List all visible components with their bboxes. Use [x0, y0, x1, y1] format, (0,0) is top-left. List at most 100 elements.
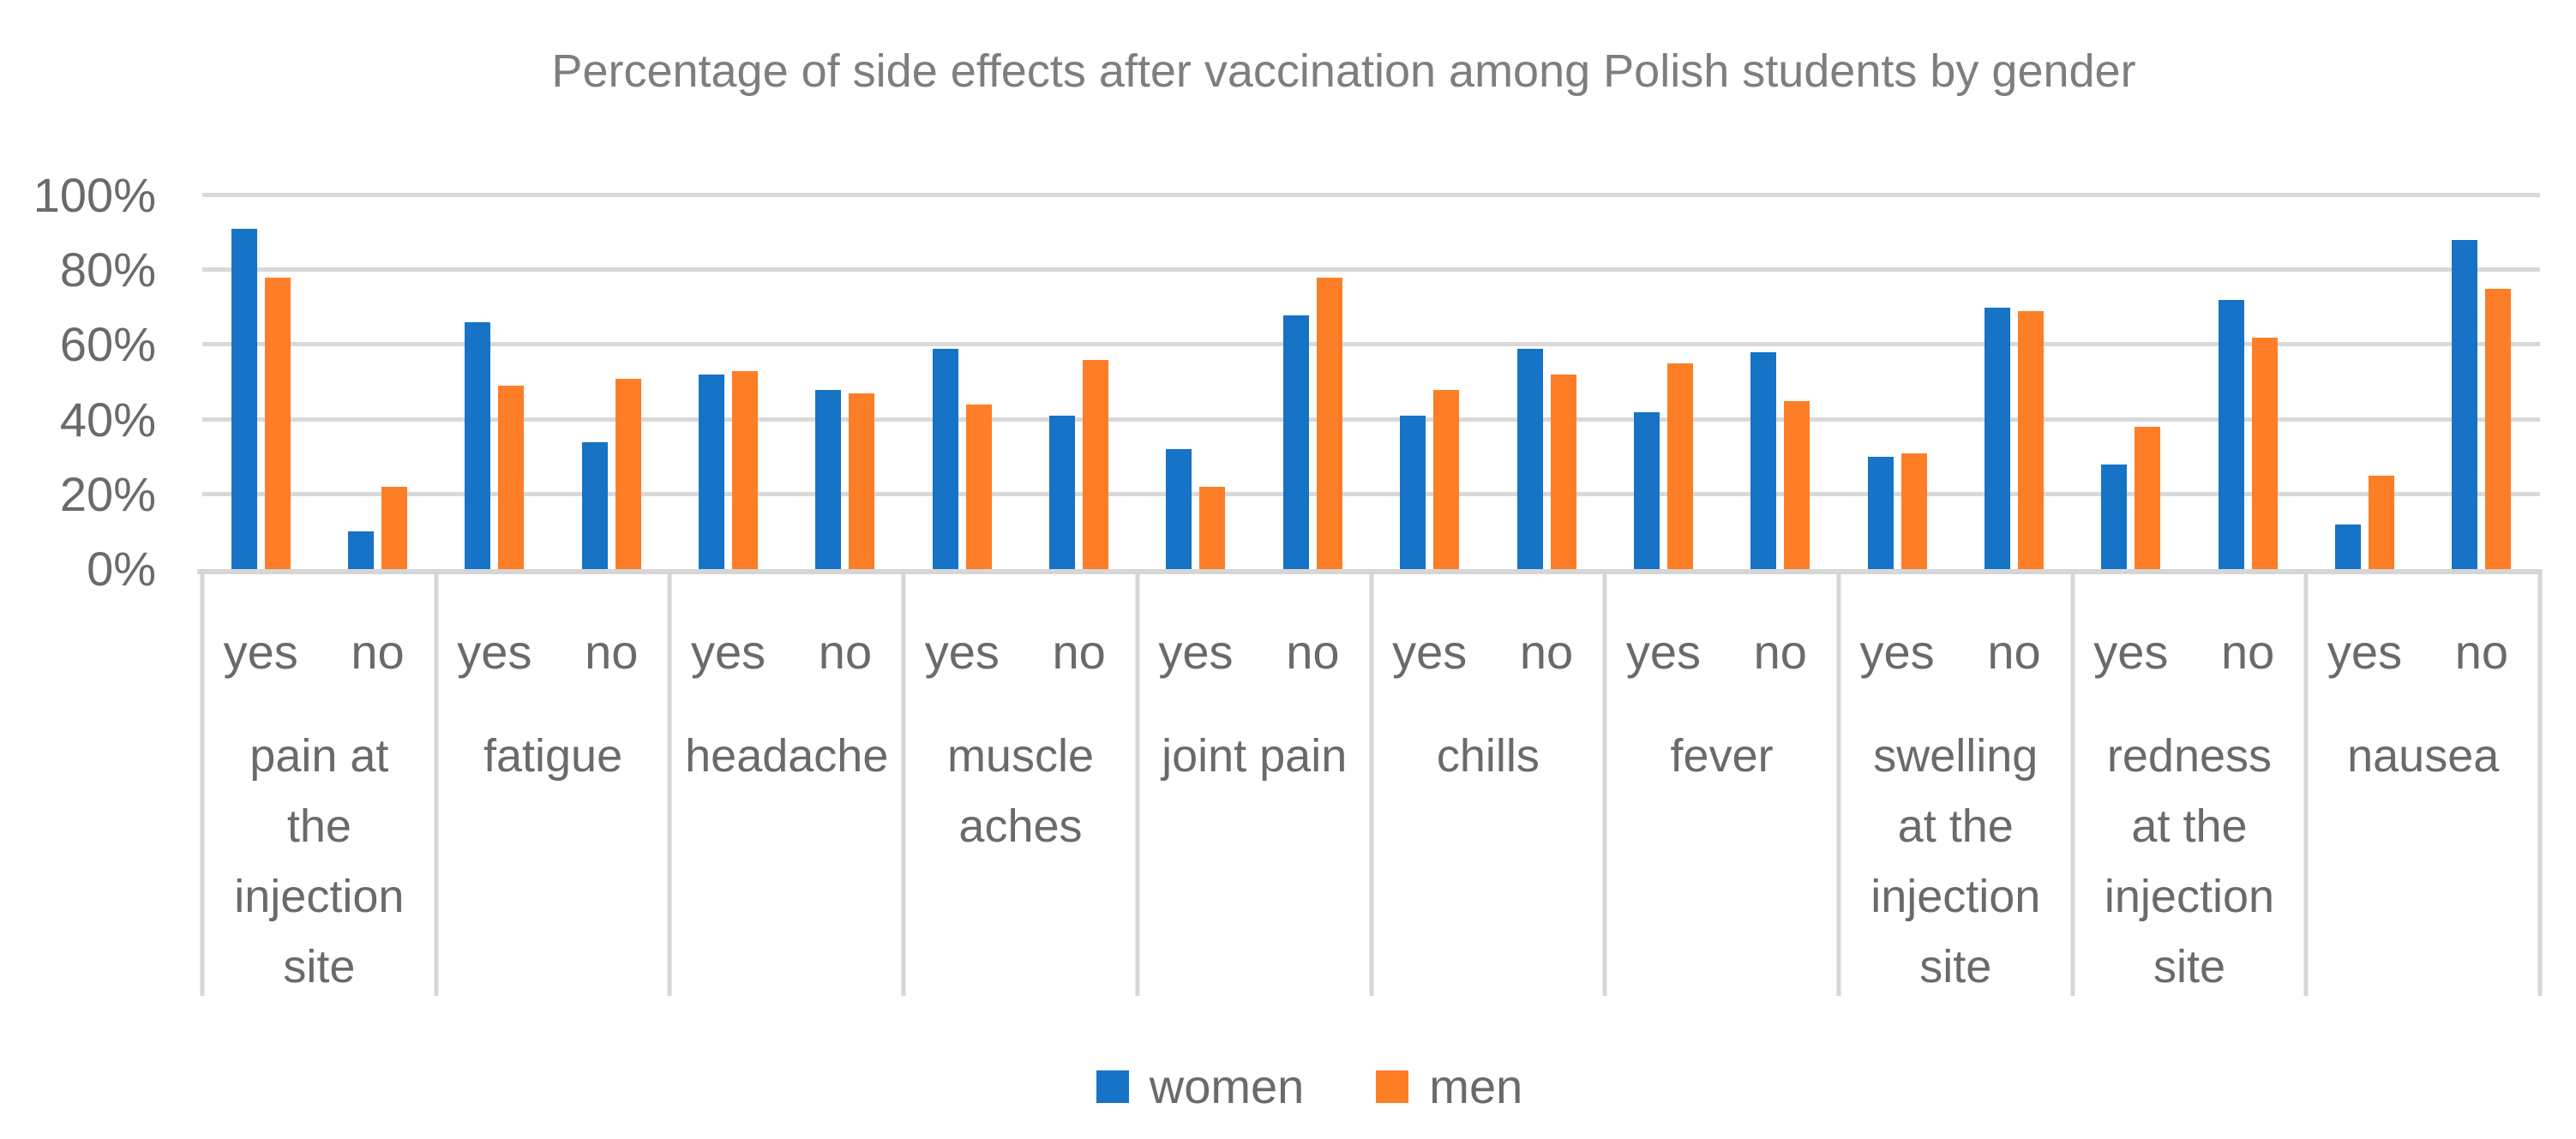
bar-slot-chills-yes: [1372, 195, 1488, 569]
bar-women-pain-at-the-injection-site-yes: [231, 229, 257, 569]
bar-women-fatigue-yes: [465, 322, 491, 569]
gridline-80: [202, 267, 2540, 273]
category-divider-5: [1369, 569, 1373, 996]
bar-men-redness-at-the-injection-site-no: [2251, 337, 2278, 569]
gridline-40: [202, 417, 2540, 422]
subcat-cell-fever: yes no: [1605, 600, 1839, 703]
legend-item-men: men: [1376, 1063, 1522, 1111]
category-label-redness-at-the-injection-site: redness at the injection site: [2104, 730, 2275, 992]
bar-women-redness-at-the-injection-site-yes: [2101, 464, 2128, 569]
subcat-label-fatigue-no: no: [585, 624, 639, 679]
subcat-label-swelling-at-the-injection-site-yes: yes: [1859, 624, 1935, 679]
bar-men-pain-at-the-injection-site-no: [381, 487, 408, 569]
subcat-label-joint-pain-no: no: [1286, 624, 1340, 679]
subcat-label-muscle-aches-no: no: [1052, 624, 1106, 679]
bar-men-joint-pain-no: [1316, 277, 1342, 569]
bar-men-pain-at-the-injection-site-yes: [264, 277, 291, 569]
subcat-label-pain-at-the-injection-site-yes: yes: [223, 624, 298, 679]
bar-men-nausea-yes: [2369, 476, 2394, 569]
subcat-label-nausea-yes: yes: [2327, 624, 2403, 679]
bar-men-joint-pain-yes: [1199, 487, 1226, 569]
bar-men-headache-no: [849, 393, 875, 569]
y-tick-label-80: 80%: [59, 243, 156, 297]
subcat-cell-pain-at-the-injection-site: yes no: [202, 600, 436, 703]
subcat-label-fatigue-yes: yes: [457, 624, 532, 679]
bar-slot-muscle-aches-no: [1020, 195, 1137, 569]
legend-swatch-men: [1376, 1070, 1409, 1103]
subcat-cell-chills: yes no: [1372, 600, 1606, 703]
category-divider-7: [1836, 569, 1841, 996]
bar-men-chills-yes: [1433, 389, 1460, 569]
subcategory-label-row: yes no yes no yes no yes no yes no yes no yes no yes no…: [202, 600, 2540, 703]
bar-women-nausea-yes: [2335, 524, 2361, 569]
subcat-label-redness-at-the-injection-site-yes: yes: [2093, 624, 2169, 679]
category-label-nausea: nausea: [2347, 730, 2500, 782]
bar-women-redness-at-the-injection-site-no: [2218, 300, 2244, 569]
category-divider-8: [2070, 569, 2075, 996]
category-divider-2: [667, 569, 672, 996]
bar-slot-nausea-no: [2423, 195, 2540, 569]
subcat-label-headache-no: no: [818, 624, 873, 679]
bar-group-muscle-aches: [904, 195, 1138, 569]
bar-women-pain-at-the-injection-site-no: [348, 531, 375, 569]
category-label-chills: chills: [1436, 730, 1540, 782]
bar-men-muscle-aches-no: [1083, 359, 1109, 569]
gridline-100: [202, 193, 2540, 197]
category-divider-9: [2303, 569, 2309, 996]
category-divider-10: [2537, 569, 2543, 996]
subcat-label-headache-yes: yes: [691, 624, 766, 679]
bar-group-nausea: [2306, 195, 2540, 569]
bar-group-fever: [1605, 195, 1839, 569]
bar-men-chills-no: [1550, 375, 1576, 569]
bar-women-joint-pain-yes: [1166, 449, 1192, 569]
bar-men-swelling-at-the-injection-site-no: [2017, 311, 2044, 569]
bar-slot-redness-at-the-injection-site-no: [2189, 195, 2306, 569]
bar-groups: [202, 195, 2540, 569]
bar-slot-headache-no: [787, 195, 904, 569]
y-tick-label-0: 0%: [87, 542, 156, 596]
bar-slot-swelling-at-the-injection-site-yes: [1839, 195, 1955, 569]
bar-women-swelling-at-the-injection-site-yes: [1867, 457, 1894, 569]
subcat-label-redness-at-the-injection-site-no: no: [2221, 624, 2275, 679]
plot-area: [197, 193, 2540, 574]
bar-slot-joint-pain-no: [1254, 195, 1371, 569]
subcat-label-fever-yes: yes: [1625, 624, 1701, 679]
bar-men-fatigue-yes: [498, 386, 525, 569]
bar-group-joint-pain: [1138, 195, 1372, 569]
bar-men-fever-no: [1784, 400, 1810, 569]
bar-men-fatigue-no: [615, 378, 641, 569]
bar-men-redness-at-the-injection-site-yes: [2135, 427, 2161, 569]
bar-women-headache-no: [815, 389, 842, 569]
legend: women men: [43, 1063, 2576, 1111]
legend-swatch-women: [1096, 1070, 1129, 1103]
bar-slot-muscle-aches-yes: [904, 195, 1020, 569]
bar-women-nausea-no: [2452, 240, 2478, 569]
bar-slot-swelling-at-the-injection-site-no: [1955, 195, 2072, 569]
subcat-label-muscle-aches-yes: yes: [924, 624, 1000, 679]
category-divider-6: [1602, 569, 1607, 996]
bar-group-pain-at-the-injection-site: [202, 195, 436, 569]
bar-slot-chills-no: [1488, 195, 1605, 569]
legend-label-women: women: [1149, 1059, 1305, 1113]
bar-women-muscle-aches-yes: [932, 348, 958, 569]
bar-men-muscle-aches-yes: [965, 405, 992, 569]
chart-title: Percentage of side effects after vaccina…: [551, 45, 2136, 97]
bar-women-chills-yes: [1400, 416, 1426, 569]
bar-slot-pain-at-the-injection-site-yes: [202, 195, 319, 569]
bar-slot-fever-no: [1722, 195, 1839, 569]
x-axis-line: [197, 569, 2540, 574]
y-axis-tick-labels: 0% 20% 40% 60% 80% 100%: [0, 171, 156, 593]
y-tick-label-20: 20%: [59, 466, 156, 521]
legend-label-men: men: [1429, 1059, 1523, 1113]
subcat-cell-headache: yes no: [670, 600, 904, 703]
bar-women-muscle-aches-no: [1049, 416, 1076, 569]
bar-women-fatigue-no: [581, 441, 608, 569]
subcat-label-swelling-at-the-injection-site-no: no: [1987, 624, 2041, 679]
bar-women-fever-no: [1750, 352, 1777, 569]
bar-group-fatigue: [436, 195, 670, 569]
bar-men-nausea-no: [2485, 289, 2512, 569]
subcat-cell-nausea: yes no: [2306, 600, 2540, 703]
bar-women-chills-no: [1516, 348, 1543, 569]
bar-group-swelling-at-the-injection-site: [1839, 195, 2073, 569]
bar-slot-redness-at-the-injection-site-yes: [2073, 195, 2189, 569]
